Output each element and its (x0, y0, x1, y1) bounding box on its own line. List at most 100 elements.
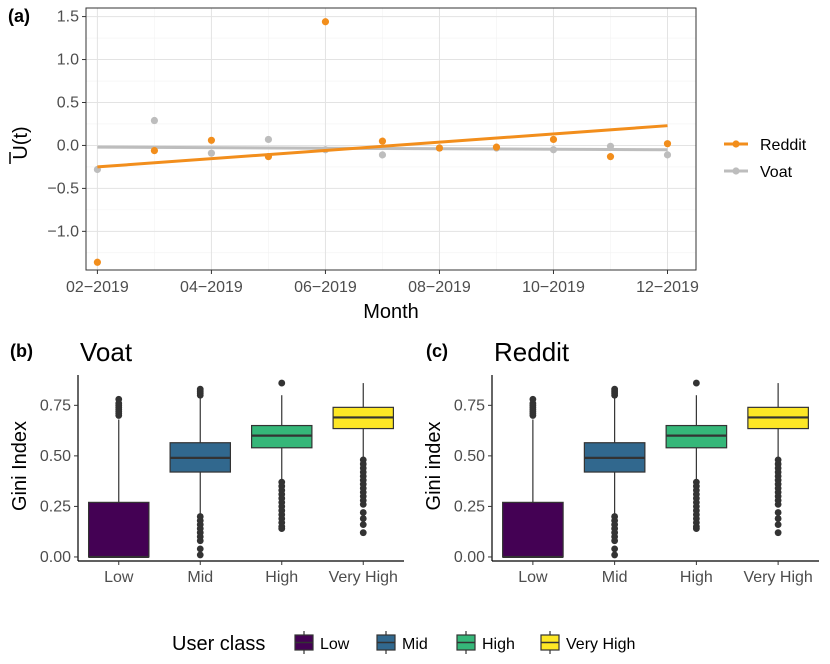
voat-point (549, 146, 558, 154)
voat-point (606, 142, 615, 150)
reddit-point (663, 140, 672, 148)
reddit-trend-line (97, 124, 668, 169)
panel-a-tag: (a) (8, 6, 30, 26)
very-high-outlier (359, 515, 367, 522)
reddit-point (150, 146, 159, 155)
x-tick-label: 12−2019 (636, 279, 699, 296)
y-tick-label: −0.5 (47, 180, 79, 197)
voat-point (264, 135, 273, 144)
panel-a-x-ticks: 02−2019 04−2019 06−2019 08−2019 10−2019 12−20… (66, 270, 699, 296)
reddit-point (492, 143, 501, 151)
legend-very-high-label: Very High (566, 636, 635, 653)
y-tick-label: 0.25 (40, 498, 71, 515)
high-outlier (278, 525, 286, 533)
legend-mid-label: Mid (402, 636, 428, 653)
voat-point (378, 151, 387, 159)
panel-c-axes: 0.00 0.25 0.50 0.75 Low Mid High Very High (454, 375, 819, 586)
panel-a-frame (85, 7, 697, 271)
panel-a: (a) 1.51.00.50.0−0.5−1.0 02−2019 04−2019 0… (8, 6, 807, 323)
user-class-legend-items: Low Mid High Very High (294, 631, 635, 654)
legend-low-label: Low (320, 636, 350, 653)
panel-c-tag: (c) (426, 341, 448, 361)
panel-a-marks (93, 18, 672, 266)
panel-a-y-ticks: 1.5 1.0 0.5 0.0 −0.5 −1.0 (47, 9, 86, 240)
panel-a-x-title: Month (363, 301, 419, 323)
legend-mid-swatch (376, 631, 396, 654)
panel-b-marks (87, 379, 395, 559)
low-outlier (115, 395, 123, 403)
panel-a-gridlines (86, 8, 696, 270)
y-tick-label: 0.75 (40, 397, 71, 414)
reddit-point (93, 258, 102, 266)
legend-reddit-point (732, 140, 740, 148)
legend-high-swatch (456, 631, 476, 654)
y-tick-label: 0.00 (40, 549, 71, 566)
very-high-outlier (359, 521, 367, 529)
very-high-outlier (359, 509, 367, 516)
legend-low-swatch (294, 631, 314, 654)
very-high-outlier (359, 529, 367, 537)
reddit-point (606, 153, 615, 161)
y-tick-label: 1.5 (57, 9, 79, 26)
x-tick-label: Mid (187, 569, 213, 586)
y-tick-label: 0.75 (454, 397, 485, 414)
panel-c-title: Reddit (494, 337, 570, 367)
very-high-outlier (774, 515, 782, 522)
mid-outlier (611, 385, 619, 393)
reddit-point (264, 153, 273, 161)
panel-a-y-title: U(t) (10, 126, 32, 159)
voat-point (207, 149, 216, 157)
panel-b-tag: (b) (10, 341, 33, 361)
low-outlier (529, 395, 537, 403)
reddit-point (435, 144, 444, 152)
legend-reddit-label: Reddit (760, 137, 807, 154)
y-tick-label: 1.0 (57, 52, 79, 69)
panel-a-plot-area (86, 8, 696, 270)
legend-voat-label: Voat (760, 164, 793, 181)
mid-outlier (196, 545, 204, 553)
reddit-point (321, 18, 330, 26)
y-tick-label: 0.00 (454, 549, 485, 566)
user-class-legend-title: User class (172, 633, 265, 655)
mid-outlier (196, 385, 204, 393)
user-class-legend: User class Low Mid High Very High (172, 631, 635, 655)
low-box (87, 501, 150, 558)
x-tick-label: Very High (743, 569, 812, 586)
x-tick-label: Very High (329, 569, 398, 586)
very-high-outlier (774, 509, 782, 516)
reddit-point (378, 137, 387, 145)
voat-trend-line (97, 145, 668, 152)
x-tick-label: Low (518, 569, 548, 586)
panel-c: (c) Reddit 0.00 0.25 0.50 0.75 Low Mid High Ver… (423, 337, 819, 586)
reddit-point (207, 136, 216, 144)
mid-outlier (611, 537, 619, 545)
x-tick-label: High (265, 569, 298, 586)
reddit-point (549, 135, 558, 144)
mid-outlier (611, 545, 619, 553)
y-tick-label: 0.25 (454, 498, 485, 515)
high-outlier (278, 379, 286, 387)
x-tick-label: High (680, 569, 713, 586)
very-high-outlier (774, 500, 782, 508)
mid-outlier (196, 551, 204, 559)
very-high-outlier (359, 500, 367, 508)
panel-c-marks (502, 379, 809, 559)
panel-b-y-title: Gini Index (9, 421, 31, 511)
x-tick-label: 10−2019 (522, 279, 585, 296)
x-tick-label: 04−2019 (180, 279, 243, 296)
panel-c-y-title-group: Gini index (423, 422, 445, 511)
panel-b-axes: 0.00 0.25 0.50 0.75 Low Mid High Very High (40, 375, 404, 586)
x-tick-label: 06−2019 (294, 279, 357, 296)
legend-very-high-swatch (540, 631, 560, 654)
very-high-outlier (774, 529, 782, 537)
y-tick-label: 0.50 (454, 448, 485, 465)
x-tick-label: Low (104, 569, 134, 586)
panel-b-y-title-group: Gini Index (9, 421, 31, 511)
y-tick-label: 0.0 (57, 137, 79, 154)
x-tick-label: 02−2019 (66, 279, 129, 296)
legend-high-label: High (482, 636, 515, 653)
high-outlier (692, 379, 700, 387)
voat-point (663, 151, 672, 159)
very-high-outlier (774, 521, 782, 529)
